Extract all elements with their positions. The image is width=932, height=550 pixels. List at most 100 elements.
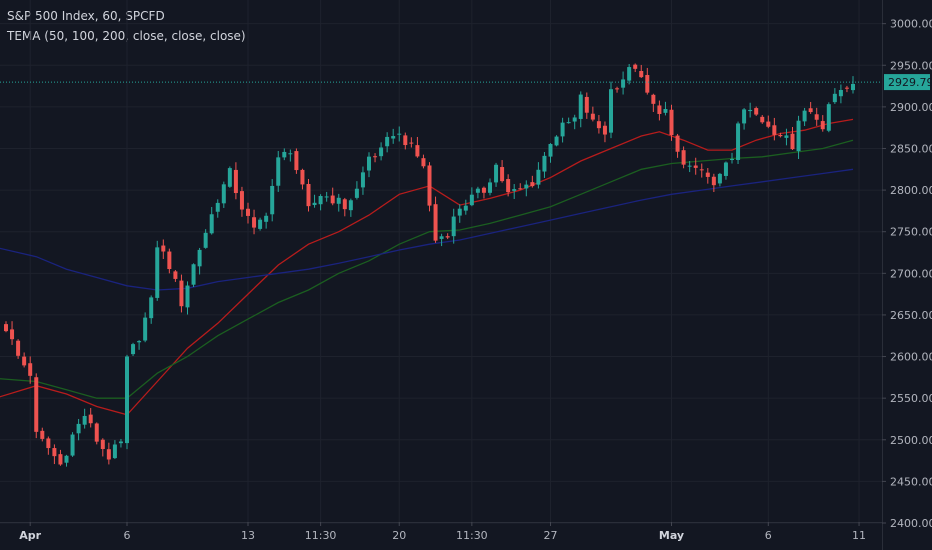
candle	[602, 121, 607, 143]
price-tick-label: 2700.00	[890, 267, 932, 280]
candle	[536, 162, 541, 189]
candle	[221, 181, 226, 208]
time-tick-label: 6	[765, 529, 772, 542]
candle-body	[403, 135, 408, 146]
candle-body	[264, 215, 269, 222]
candle	[838, 84, 843, 104]
candle	[185, 281, 190, 315]
candle	[463, 199, 468, 215]
candle	[403, 132, 408, 150]
candle	[548, 143, 553, 163]
candle	[693, 157, 698, 175]
candle-body	[40, 430, 45, 439]
last-price-tag	[884, 74, 930, 91]
price-axis[interactable]: 2400.00 2450.00 2500.00 2550.00 2600.00 2650.…	[882, 0, 932, 550]
tema-line-3	[0, 168, 854, 291]
candle	[367, 152, 371, 178]
candle	[494, 162, 499, 187]
candle	[657, 100, 662, 121]
candle-body	[185, 285, 190, 308]
candle-body	[409, 142, 414, 144]
candle	[348, 198, 353, 217]
time-tick-label: 11	[852, 529, 866, 542]
candle-body	[161, 245, 166, 252]
candle	[566, 117, 571, 124]
candle	[276, 150, 281, 192]
candle	[814, 107, 819, 126]
candle	[723, 161, 728, 180]
candle-body	[100, 439, 105, 450]
candle	[784, 128, 789, 146]
time-tick-label: May	[659, 529, 684, 542]
time-axis[interactable]: Apr 6 13 11:30 20 11:30 27 May 6 11	[0, 522, 882, 542]
candle	[820, 115, 825, 132]
time-tick-label: 13	[241, 529, 255, 542]
price-tick-label: 2500.00	[890, 434, 932, 447]
candle	[500, 160, 505, 183]
candle	[336, 193, 341, 212]
price-tick-label: 3000.00	[890, 18, 932, 31]
candle-body	[336, 197, 341, 204]
candle-body	[481, 187, 486, 193]
candle-body	[112, 444, 117, 459]
candle-body	[584, 96, 589, 113]
price-tick-label: 2850.00	[890, 142, 932, 155]
candle	[173, 270, 178, 282]
candle	[760, 115, 765, 124]
candle	[512, 184, 517, 199]
candle	[675, 133, 680, 158]
candle	[209, 206, 214, 235]
candle-body	[500, 167, 505, 182]
candle	[663, 101, 668, 116]
candle-body	[778, 134, 783, 137]
candle-body	[28, 363, 33, 376]
candle-body	[282, 151, 287, 158]
candle	[457, 204, 462, 223]
candle	[421, 154, 426, 169]
candle	[373, 153, 378, 163]
candle	[161, 239, 166, 260]
chart-legend: S&P 500 Index, 60, SPCFD TEMA (50, 100, …	[7, 6, 246, 46]
candle-body	[427, 165, 432, 206]
candle-body	[814, 114, 819, 120]
candle-body	[754, 108, 759, 115]
candle	[324, 191, 329, 202]
candle-body	[681, 150, 686, 165]
candle-body	[439, 236, 444, 239]
candle	[518, 183, 523, 190]
candle-body	[58, 454, 63, 465]
candle	[524, 180, 529, 197]
candle-body	[167, 251, 172, 270]
candle-body	[693, 165, 698, 168]
candle-body	[433, 204, 438, 241]
candle-body	[615, 88, 620, 90]
candle-body	[367, 156, 371, 171]
candle-body	[548, 143, 553, 157]
last-price-layer: 2929.79	[0, 74, 932, 91]
candle	[258, 217, 263, 231]
candle	[427, 162, 432, 212]
candle-body	[294, 151, 299, 171]
candle	[179, 274, 184, 313]
candle-body	[469, 194, 474, 206]
candle	[288, 149, 293, 162]
candle	[282, 148, 287, 161]
candle-body	[131, 344, 136, 355]
candle-body	[675, 135, 680, 152]
candle-body	[106, 449, 111, 460]
candle-body	[125, 356, 129, 444]
candle	[16, 339, 21, 359]
candle	[609, 81, 613, 139]
candle	[699, 163, 704, 178]
candle-body	[239, 191, 244, 210]
candle-body	[560, 122, 565, 137]
candle-body	[306, 183, 311, 207]
candle	[76, 418, 81, 441]
price-tick-label: 2600.00	[890, 351, 932, 364]
candle-body	[590, 113, 595, 120]
candle	[621, 71, 626, 95]
candle	[451, 208, 456, 244]
candle	[10, 321, 15, 345]
candle-body	[687, 165, 692, 167]
